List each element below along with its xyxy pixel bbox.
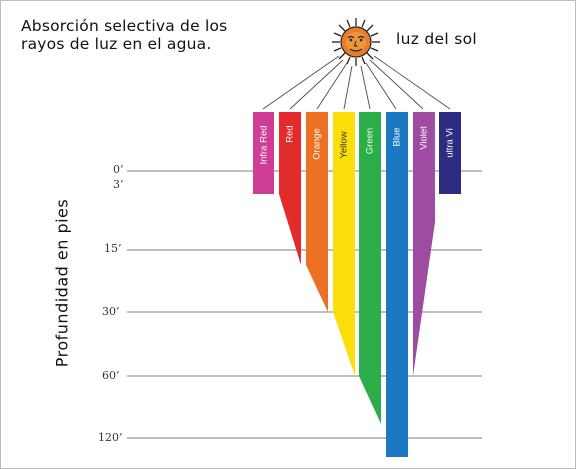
ray-infra-red [262, 55, 340, 110]
ray-orange [316, 62, 348, 110]
depth-label-15: 15’ [104, 242, 122, 255]
band-ultra-violet [439, 112, 461, 194]
band-label-red: Red [284, 125, 296, 143]
band-violet [413, 112, 435, 376]
ray-violet [369, 59, 424, 110]
band-red [279, 112, 301, 265]
band-infra-red [253, 112, 274, 194]
depth-label-0: 0’ [113, 163, 124, 176]
ray-green [360, 65, 371, 110]
depth-gridlines [127, 170, 482, 439]
band-yellow [333, 112, 355, 376]
ray-red [289, 59, 344, 110]
spectrum-bands [253, 112, 461, 457]
band-label-ultra-violet: ultra Vi [444, 128, 456, 158]
band-label-orange: Orange [311, 128, 323, 160]
band-orange [306, 112, 328, 312]
band-blue [386, 112, 408, 457]
ray-yellow [343, 65, 353, 110]
band-green [359, 112, 381, 424]
depth-label-60: 60’ [102, 369, 120, 382]
sun-rays [262, 55, 451, 110]
band-label-yellow: Yellow [338, 131, 350, 159]
depth-label-30: 30’ [102, 305, 120, 318]
depth-label-120: 120’ [98, 431, 123, 444]
sun-label: luz del sol [396, 30, 477, 48]
band-label-violet: Violet [418, 126, 430, 150]
ray-ultra-violet [373, 55, 451, 110]
band-label-infra-red: Infra Red [258, 125, 269, 165]
depth-label-3: 3’ [113, 178, 124, 191]
ray-blue [365, 62, 397, 110]
sun-icon [332, 18, 380, 66]
band-label-blue: Blue [391, 127, 403, 147]
band-label-green: Green [364, 127, 376, 155]
figure-title: Absorción selectiva de los rayos de luz … [21, 17, 228, 53]
